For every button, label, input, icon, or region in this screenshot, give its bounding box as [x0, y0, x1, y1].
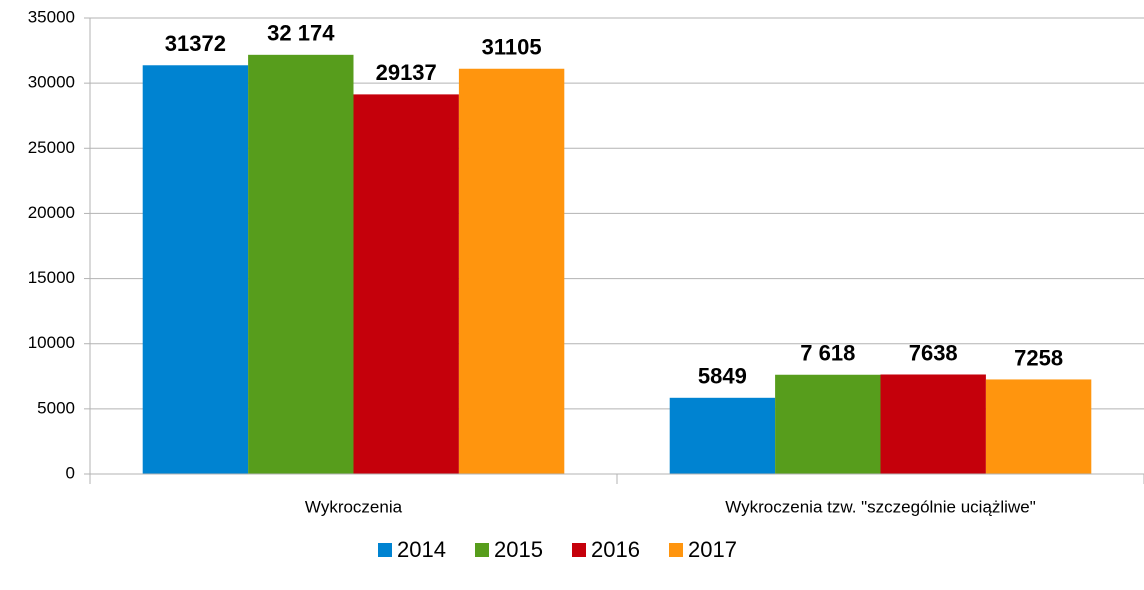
legend-swatch [669, 543, 683, 557]
value-label: 31372 [165, 31, 226, 56]
value-label: 7 618 [800, 341, 855, 366]
y-tick-label: 35000 [28, 7, 75, 26]
y-tick-label: 10000 [28, 333, 75, 352]
value-label: 29137 [376, 60, 437, 85]
legend-swatch [572, 543, 586, 557]
bar [669, 397, 776, 474]
bar [248, 54, 354, 474]
bar [142, 65, 249, 475]
y-tick-label: 25000 [28, 138, 75, 157]
legend-label: 2017 [688, 537, 737, 562]
legend-swatch [475, 543, 489, 557]
bar [458, 68, 565, 475]
value-label: 7638 [909, 340, 958, 365]
value-label: 7258 [1014, 345, 1063, 370]
value-label: 5849 [698, 364, 747, 389]
y-tick-label: 15000 [28, 268, 75, 287]
legend-swatch [378, 543, 392, 557]
legend-label: 2015 [494, 537, 543, 562]
bar [353, 94, 459, 475]
legend-label: 2016 [591, 537, 640, 562]
value-label: 31105 [482, 35, 542, 60]
value-label: 32 174 [267, 21, 335, 46]
y-tick-label: 30000 [28, 73, 75, 92]
y-tick-label: 20000 [28, 203, 75, 222]
y-tick-label: 0 [66, 463, 75, 482]
bar [880, 374, 986, 474]
y-tick-label: 5000 [37, 398, 75, 417]
x-tick-label: Wykroczenia tzw. "szczególnie uciążliwe" [725, 497, 1035, 516]
legend-label: 2014 [397, 537, 446, 562]
bar [775, 374, 881, 474]
bar [985, 379, 1092, 474]
x-tick-label: Wykroczenia [305, 497, 403, 516]
